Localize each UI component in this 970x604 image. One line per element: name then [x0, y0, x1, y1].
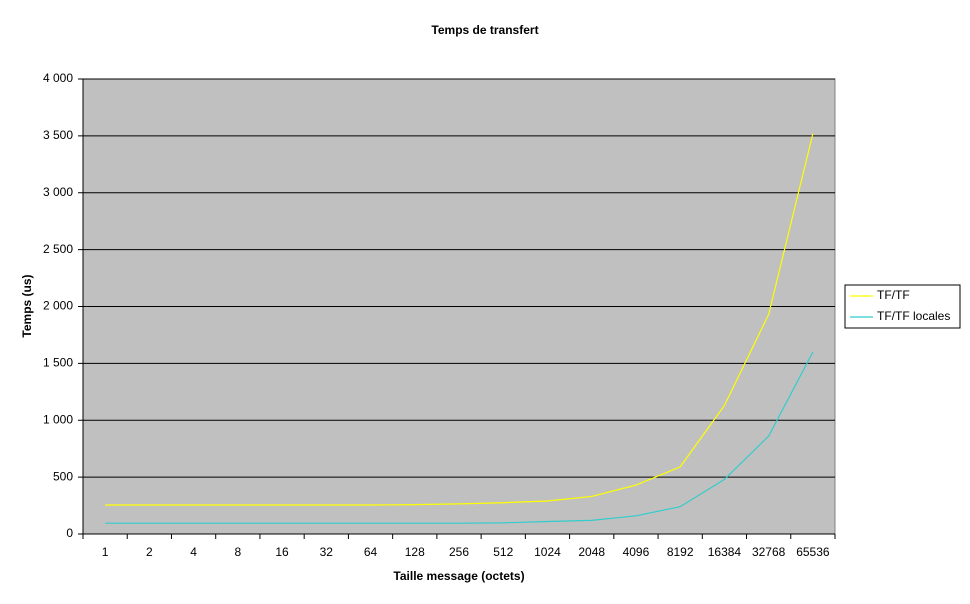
- x-tick-label: 256: [449, 545, 469, 559]
- x-tick-label: 16: [275, 545, 289, 559]
- x-tick-label: 4096: [623, 545, 650, 559]
- x-tick-label: 2: [146, 545, 153, 559]
- chart-title: Temps de transfert: [431, 23, 538, 37]
- legend-label: TF/TF locales: [877, 309, 950, 323]
- series-line: [105, 133, 814, 506]
- x-tick-label: 1: [102, 545, 109, 559]
- x-tick-label: 65536: [796, 545, 830, 559]
- x-tick-label: 16384: [708, 545, 742, 559]
- x-tick-label: 32768: [752, 545, 786, 559]
- x-tick-label: 4: [190, 545, 197, 559]
- y-tick-label: 2 500: [43, 242, 73, 256]
- legend-label: TF/TF: [877, 288, 910, 302]
- x-tick-label: 64: [364, 545, 378, 559]
- y-tick-label: 500: [53, 469, 73, 483]
- x-tick-label: 8192: [667, 545, 694, 559]
- y-tick-label: 0: [66, 526, 73, 540]
- y-axis-label: Temps (us): [20, 274, 34, 337]
- x-tick-label: 128: [405, 545, 425, 559]
- y-tick-label: 1 500: [43, 356, 73, 370]
- y-tick-label: 3 000: [43, 185, 73, 199]
- x-tick-label: 32: [320, 545, 334, 559]
- y-tick-label: 4 000: [43, 71, 73, 85]
- y-tick-label: 3 500: [43, 128, 73, 142]
- x-tick-label: 2048: [578, 545, 605, 559]
- series-line: [105, 351, 814, 524]
- y-tick-label: 2 000: [43, 299, 73, 313]
- legend-box: [844, 284, 961, 329]
- x-tick-label: 8: [234, 545, 241, 559]
- y-tick-label: 1 000: [43, 412, 73, 426]
- x-axis-label: Taille message (octets): [393, 569, 524, 583]
- x-tick-label: 512: [493, 545, 513, 559]
- x-tick-label: 1024: [534, 545, 561, 559]
